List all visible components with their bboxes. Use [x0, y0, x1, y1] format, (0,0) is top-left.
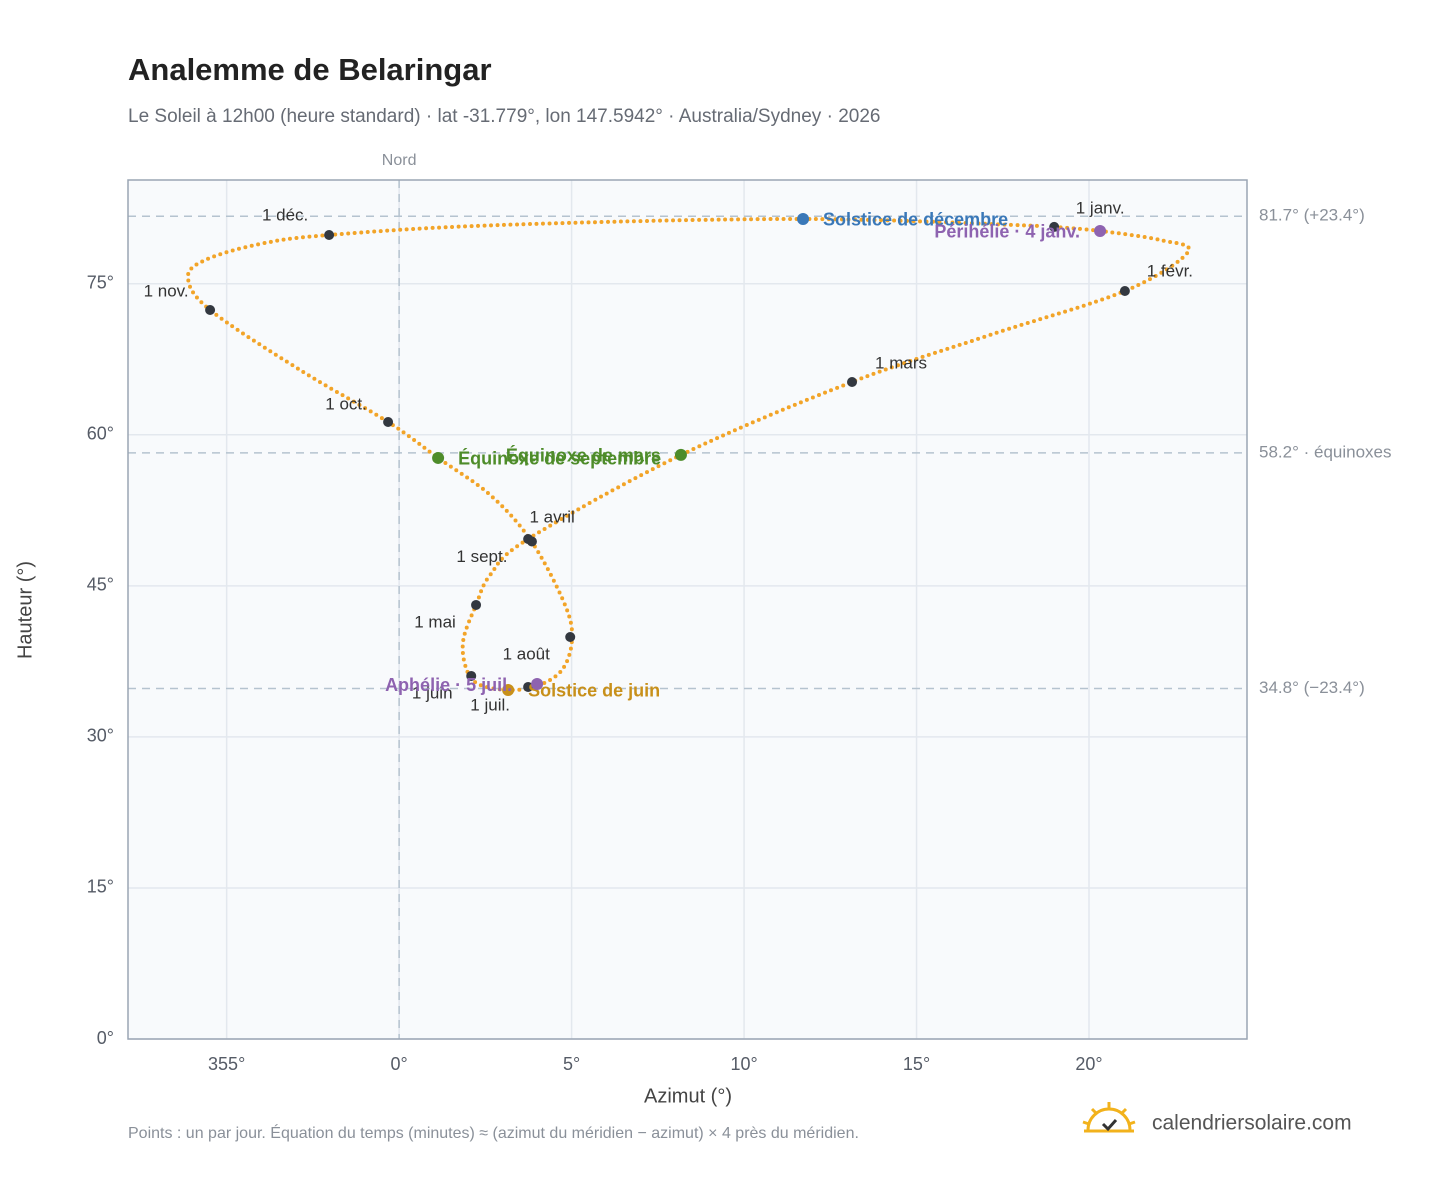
month-marker [466, 670, 477, 681]
month-marker [1049, 221, 1060, 232]
month-marker [205, 305, 216, 316]
event-marker [1094, 224, 1107, 237]
plot-border [127, 179, 1248, 1040]
chart-title: Analemme de Belaringar [128, 52, 492, 87]
month-marker [523, 681, 534, 692]
event-marker [674, 448, 687, 461]
analemma-curve [186, 216, 1192, 693]
y-tick-label: 15° [87, 877, 114, 897]
footnote: Points : un par jour. Équation du temps … [128, 1123, 859, 1142]
x-tick-label: 15° [903, 1054, 930, 1074]
month-label: 1 févr. [1147, 261, 1193, 280]
month-label: 1 juin [412, 683, 453, 702]
month-marker [847, 377, 858, 388]
meridian-label: Nord [382, 152, 417, 169]
y-tick-label: 30° [87, 726, 114, 746]
month-label: 1 août [503, 644, 551, 663]
event-label: Équinoxe de mars [506, 445, 661, 466]
y-axis-label: Hauteur (°) [14, 561, 36, 659]
month-label: 1 janv. [1076, 198, 1125, 217]
event-label: Équinoxe de septembre [458, 448, 661, 469]
reference-label: 58.2° · équinoxes [1259, 442, 1392, 461]
brand-logo [1082, 1102, 1136, 1133]
x-tick-label: 5° [563, 1054, 580, 1074]
event-marker [432, 451, 445, 464]
month-marker [471, 599, 482, 610]
y-tick-label: 60° [87, 424, 114, 444]
month-label: 1 avril [529, 507, 574, 526]
month-marker [324, 229, 335, 240]
brand: calendriersolaire.com [1152, 1112, 1352, 1135]
y-tick-label: 0° [97, 1028, 114, 1048]
month-label: 1 mai [414, 612, 456, 631]
month-marker [565, 631, 576, 642]
x-tick-label: 10° [730, 1054, 757, 1074]
reference-label: 81.7° (+23.4°) [1259, 206, 1365, 225]
x-tick-label: 20° [1075, 1054, 1102, 1074]
x-axis-label: Azimut (°) [644, 1085, 732, 1107]
reference-label: 34.8° (−23.4°) [1259, 678, 1365, 697]
month-marker [1119, 285, 1130, 296]
month-marker [526, 536, 537, 547]
month-label: 1 sept. [456, 547, 507, 566]
plot-area [128, 180, 1247, 1039]
month-label: 1 nov. [144, 281, 189, 300]
event-label: Solstice de décembre [823, 210, 1008, 230]
y-tick-label: 45° [87, 575, 114, 595]
event-label: Solstice de juin [528, 681, 660, 701]
month-marker [383, 416, 394, 427]
month-label: 1 déc. [262, 205, 308, 224]
y-tick-label: 75° [87, 272, 114, 292]
month-label: 1 juil. [470, 695, 510, 714]
chart-subtitle: Le Soleil à 12h00 (heure standard) · lat… [128, 106, 880, 127]
x-tick-label: 355° [208, 1054, 245, 1074]
event-label: Périhélie · 4 janv. [934, 222, 1080, 242]
month-label: 1 mars [875, 353, 927, 372]
event-label: Aphélie · 5 juil. [385, 675, 512, 695]
month-label: 1 oct. [325, 394, 367, 413]
x-tick-label: 0° [391, 1054, 408, 1074]
event-marker [797, 212, 810, 225]
event-marker [502, 683, 515, 696]
event-marker [531, 678, 544, 691]
